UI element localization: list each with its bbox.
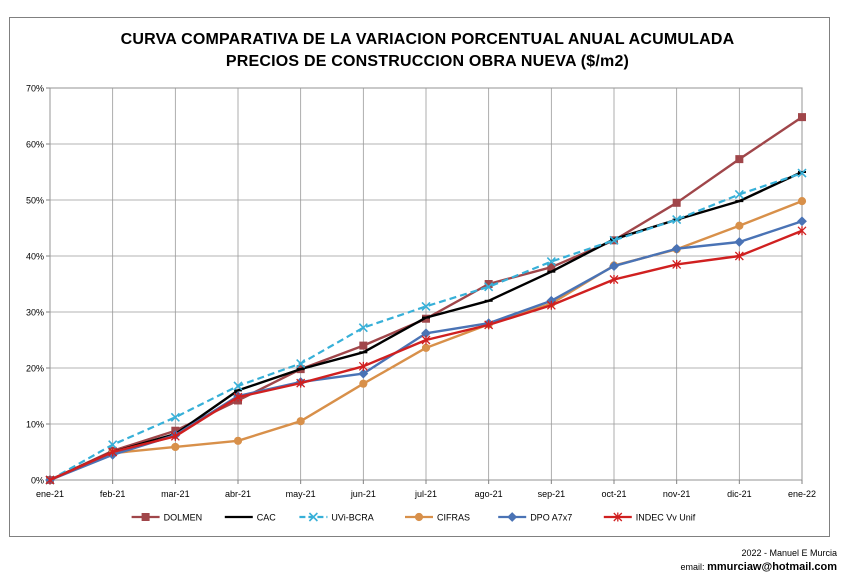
x-tick-label: feb-21 (100, 489, 126, 499)
data-point-indec-vv-unif (108, 447, 118, 457)
x-tick-label: dic-21 (727, 489, 752, 499)
legend-label-cifras: CIFRAS (437, 513, 470, 523)
data-point-indec-vv-unif (797, 226, 807, 236)
email-label: email: (680, 562, 705, 572)
data-point-indec-vv-unif (170, 431, 180, 441)
data-point-cifras (359, 379, 368, 388)
legend-marker-uvi-bcra (308, 512, 318, 522)
y-tick-label: 20% (26, 364, 44, 374)
data-point-dolmen (672, 198, 681, 207)
data-point-indec-vv-unif (358, 361, 368, 371)
data-point-uvi-bcra (484, 282, 494, 292)
data-point-uvi-bcra (358, 323, 368, 333)
data-point-dolmen (359, 341, 368, 350)
data-point-uvi-bcra (233, 381, 243, 391)
legend-marker-dolmen (141, 513, 150, 521)
data-point-dolmen (735, 155, 744, 164)
y-tick-label: 40% (26, 252, 44, 262)
data-point-indec-vv-unif (609, 275, 619, 285)
data-point-dpo-a7x7 (609, 261, 619, 271)
legend-label-uvi-bcra: UVi-BCRA (331, 513, 373, 523)
data-point-dpo-a7x7 (358, 368, 369, 379)
x-tick-label: oct-21 (601, 489, 626, 499)
data-point-cifras (797, 197, 807, 206)
data-point-uvi-bcra (296, 358, 306, 369)
y-tick-label: 30% (26, 308, 44, 318)
y-tick-label: 0% (31, 476, 44, 486)
legend-label-cac: CAC (257, 513, 277, 523)
y-tick-label: 70% (26, 84, 44, 94)
data-point-cifras (421, 343, 431, 352)
chart-title-line-1: CURVA COMPARATIVA DE LA VARIACION PORCEN… (120, 31, 735, 48)
x-tick-label: ago-21 (475, 489, 503, 499)
x-tick-label: sep-21 (538, 489, 566, 499)
x-tick-label: jul-21 (414, 489, 437, 499)
y-tick-label: 10% (26, 420, 44, 430)
data-point-dpo-a7x7 (797, 216, 807, 227)
legend-marker-indec-vv-unif (613, 512, 623, 522)
data-point-uvi-bcra (797, 168, 807, 178)
data-point-uvi-bcra (170, 412, 180, 422)
data-point-cifras (296, 417, 305, 426)
data-point-cifras (171, 442, 180, 452)
legend-marker-dpo-a7x7 (507, 512, 518, 522)
data-point-uvi-bcra (672, 215, 682, 225)
data-point-cifras (233, 436, 243, 445)
legend-marker-cifras (414, 512, 424, 522)
email-line: email: mmurciaw@hotmail.com (681, 561, 837, 573)
x-tick-label: nov-21 (663, 489, 691, 499)
y-tick-label: 60% (26, 140, 44, 150)
x-tick-label: may-21 (286, 489, 316, 499)
x-tick-label: mar-21 (161, 489, 190, 499)
email-value: mmurciaw@hotmail.com (707, 561, 837, 573)
data-point-indec-vv-unif (45, 475, 55, 485)
data-point-dolmen (798, 113, 806, 122)
data-point-uvi-bcra (609, 235, 619, 245)
x-tick-label: jun-21 (350, 489, 376, 499)
data-point-dpo-a7x7 (671, 243, 682, 254)
data-point-uvi-bcra (421, 301, 431, 311)
data-point-indec-vv-unif (672, 259, 682, 269)
x-tick-label: ene-22 (788, 489, 816, 499)
data-point-indec-vv-unif (296, 378, 306, 388)
data-point-dpo-a7x7 (734, 237, 745, 247)
credit-text: 2022 - Manuel E Murcia (741, 548, 837, 558)
data-point-uvi-bcra (546, 257, 556, 267)
data-point-indec-vv-unif (421, 335, 431, 345)
data-point-indec-vv-unif (734, 251, 744, 261)
data-point-indec-vv-unif (484, 320, 494, 330)
x-tick-label: abr-21 (225, 489, 251, 499)
chart-title-line-2: PRECIOS DE CONSTRUCCION OBRA NUEVA ($/m2… (225, 53, 630, 70)
x-tick-label: ene-21 (36, 489, 64, 499)
data-point-uvi-bcra (108, 440, 118, 450)
y-tick-label: 50% (26, 196, 44, 206)
data-point-indec-vv-unif (233, 392, 243, 402)
legend-label-dolmen: DOLMEN (164, 513, 203, 523)
data-point-indec-vv-unif (546, 300, 556, 310)
data-point-uvi-bcra (734, 189, 744, 199)
data-point-cifras (735, 221, 744, 230)
legend-label-dpo-a7x7: DPO A7x7 (530, 513, 572, 523)
legend-label-indec-vv-unif: INDEC Vv Unif (636, 513, 696, 523)
